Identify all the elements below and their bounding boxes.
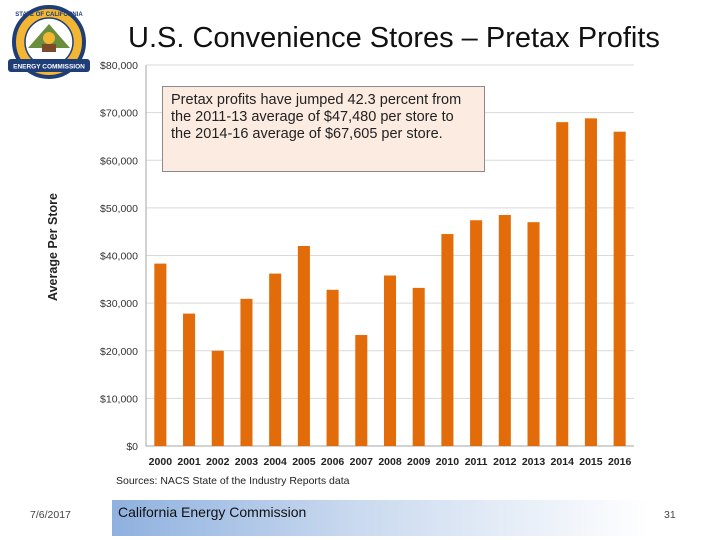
bar-2000 — [154, 263, 167, 446]
x-tick-label: 2000 — [149, 456, 173, 468]
california-energy-commission-seal: STATE OF CALIFORNIA ENERGY COMMISSION — [8, 5, 90, 79]
x-tick-label: 2006 — [321, 456, 345, 468]
bar-2003 — [240, 298, 253, 446]
x-tick-label: 2016 — [608, 456, 632, 468]
seal-banner — [8, 59, 90, 72]
y-tick-label: $10,000 — [100, 393, 138, 405]
bar-2005 — [297, 245, 310, 446]
y-tick-label: $50,000 — [100, 203, 138, 215]
x-tick-label: 2005 — [292, 456, 316, 468]
bar-2011 — [470, 220, 483, 446]
y-tick-labels: $0 $10,000 $20,000 $30,000 $40,000 $50,000 $60… — [100, 60, 138, 453]
x-tick-label: 2013 — [522, 456, 546, 468]
bar-2001 — [183, 313, 196, 446]
seal-top-text: STATE OF CALIFORNIA — [15, 12, 83, 18]
y-tick-label: $60,000 — [100, 155, 138, 167]
bar-2012 — [498, 215, 511, 446]
y-tick-label: $40,000 — [100, 251, 138, 263]
x-tick-label: 2012 — [493, 456, 517, 468]
y-tick-label: $30,000 — [100, 298, 138, 310]
y-tick-label: $80,000 — [100, 60, 138, 72]
x-tick-label: 2001 — [177, 456, 201, 468]
bar-2014 — [556, 122, 569, 447]
x-tick-label: 2002 — [206, 456, 230, 468]
sources-note: Sources: NACS State of the Industry Repo… — [116, 475, 350, 487]
bar-2004 — [269, 273, 282, 446]
x-tick-label: 2010 — [436, 456, 460, 468]
slide-title: U.S. Convenience Stores – Pretax Profits — [128, 22, 660, 54]
slide-date: 7/6/2017 — [30, 509, 71, 521]
seal-sun — [43, 32, 55, 44]
bar-2016 — [613, 131, 626, 447]
y-tick-label: $20,000 — [100, 346, 138, 358]
footer-organization: California Energy Commission — [118, 504, 307, 520]
bar-2015 — [584, 118, 597, 446]
bar-2002 — [211, 350, 224, 446]
x-tick-label: 2011 — [465, 456, 488, 468]
page-number: 31 — [664, 509, 676, 521]
x-tick-label: 2008 — [378, 456, 402, 468]
seal-bear — [42, 44, 56, 52]
x-tick-label: 2007 — [350, 456, 374, 468]
y-tick-label: $70,000 — [100, 108, 138, 120]
y-axis-label: Average Per Store — [46, 193, 60, 301]
bar-2006 — [326, 289, 339, 446]
y-tick-label: $0 — [126, 441, 138, 453]
callout-box: Pretax profits have jumped 42.3 percent … — [162, 86, 485, 172]
bars — [154, 118, 626, 447]
bar-2013 — [527, 222, 540, 446]
x-tick-label: 2003 — [235, 456, 259, 468]
bar-2008 — [383, 275, 397, 446]
x-tick-label: 2004 — [263, 456, 287, 468]
x-tick-label: 2009 — [407, 456, 431, 468]
bar-2009 — [412, 287, 425, 446]
x-tick-label: 2014 — [551, 456, 575, 468]
seal-banner-text: ENERGY COMMISSION — [13, 64, 85, 71]
bar-2007 — [355, 335, 368, 446]
x-tick-labels: 2000 2001 2002 2003 2004 2005 2006 2007 2008 2009… — [149, 456, 632, 468]
footer-bar — [112, 500, 650, 536]
x-tick-label: 2015 — [579, 456, 603, 468]
bar-2010 — [441, 234, 454, 446]
